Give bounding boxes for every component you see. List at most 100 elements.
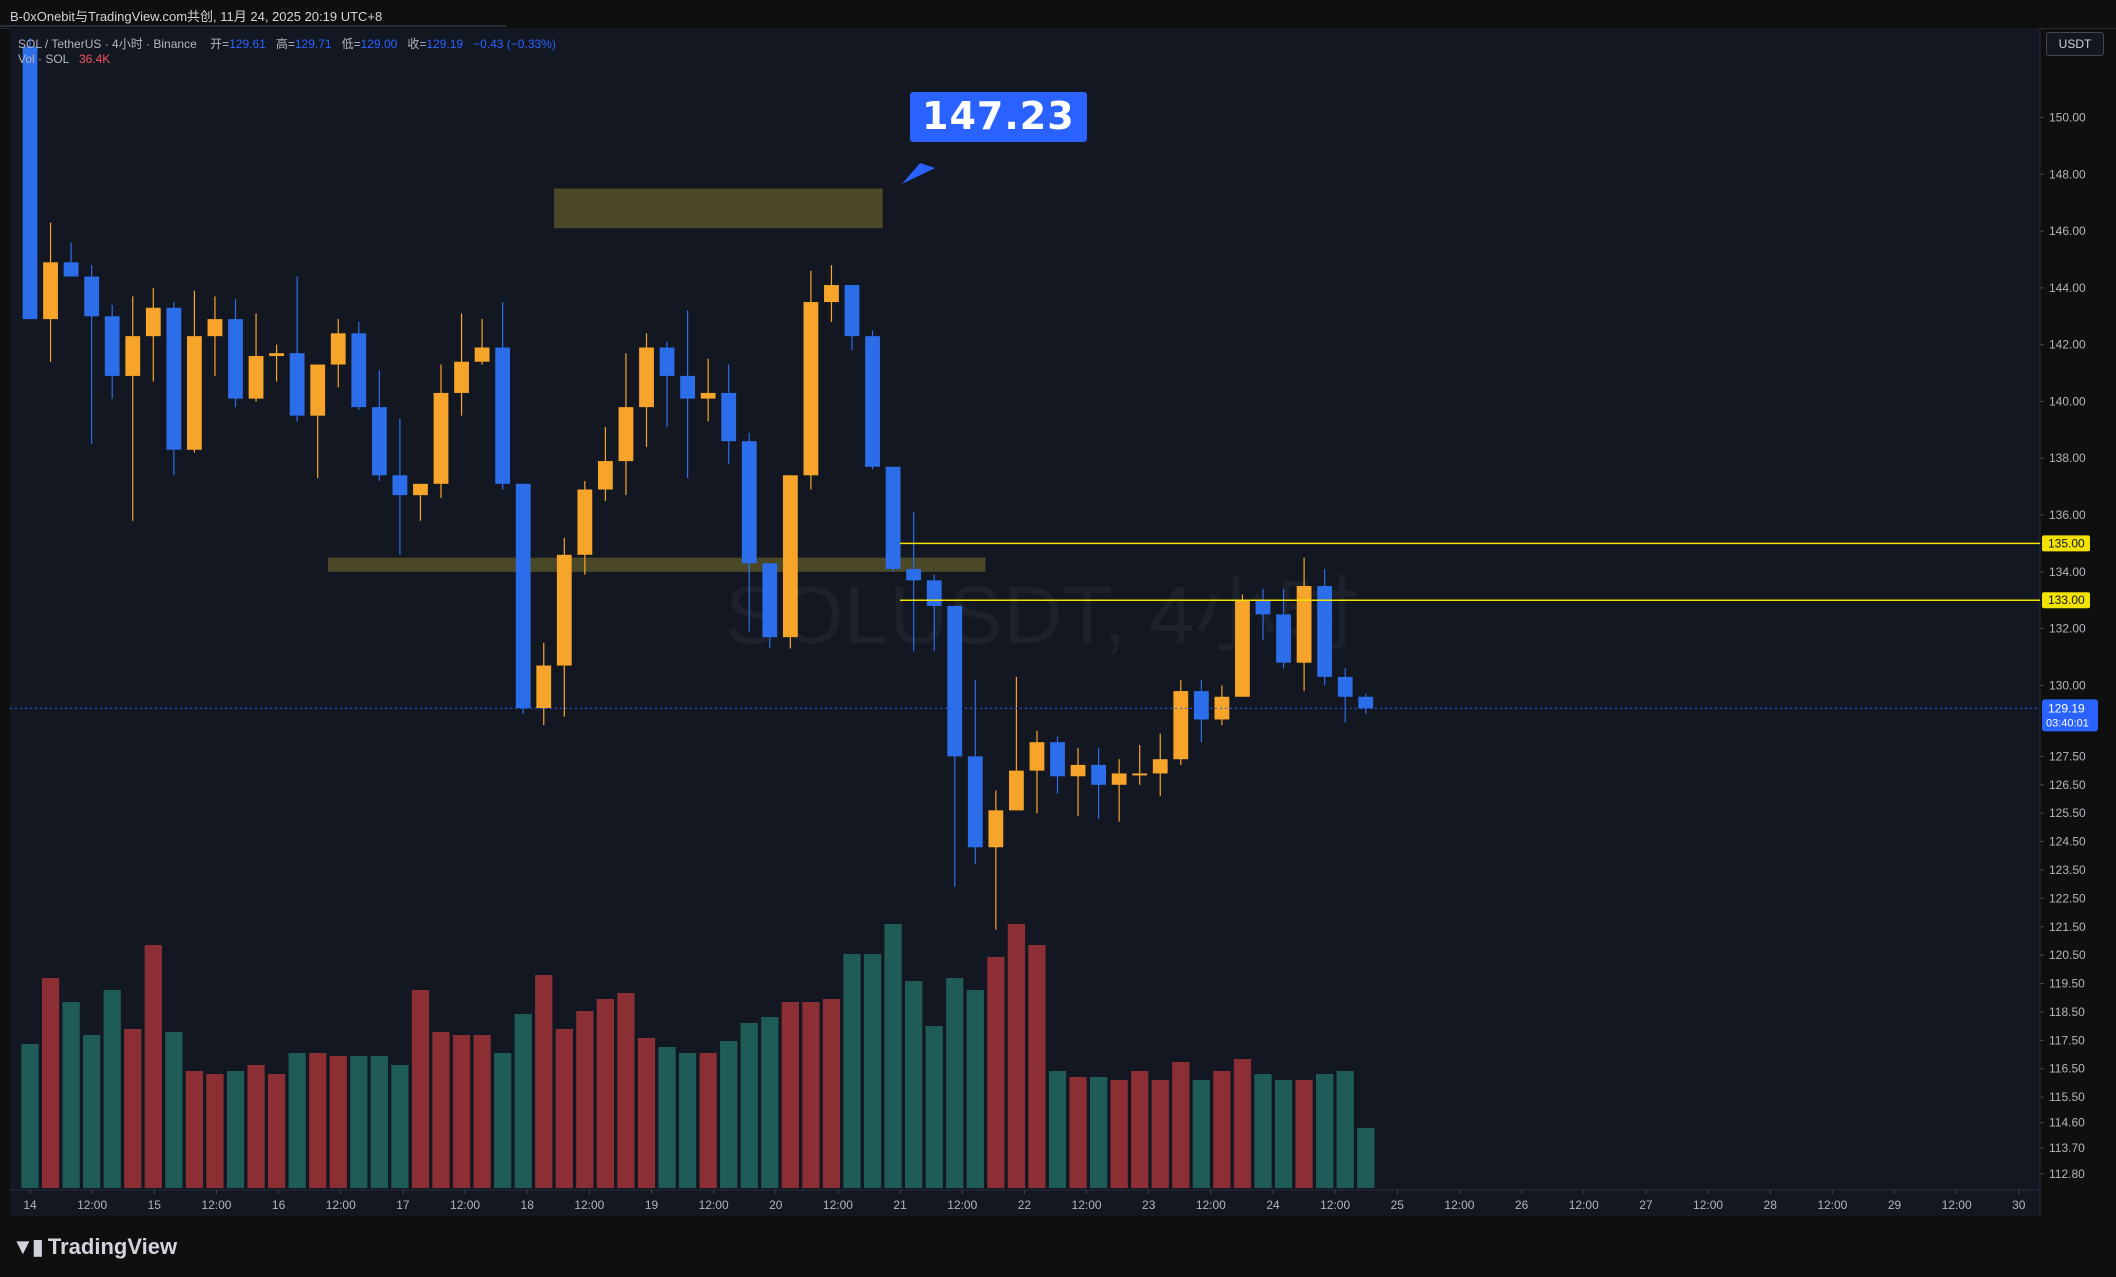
price-chart[interactable]: SOLUSDT, 4小时 150.00148.00146.00144.00142…	[0, 28, 2116, 1216]
candle-body	[413, 483, 428, 496]
candle-body	[269, 353, 284, 357]
volume-bar	[185, 1071, 204, 1188]
candle-body	[906, 568, 922, 581]
volume-bar	[576, 1011, 594, 1188]
candle-body	[556, 554, 572, 666]
level-price-badge[interactable]	[2042, 535, 2090, 552]
callout-pointer	[902, 163, 935, 184]
currency-selector[interactable]: USDT	[2046, 32, 2104, 56]
price-tick-label: 124.50	[2049, 835, 2086, 849]
volume-bar	[1316, 1074, 1334, 1188]
volume-bar	[411, 990, 430, 1188]
volume-bar	[350, 1056, 368, 1188]
volume-bar	[226, 1071, 245, 1188]
volume-bar	[1254, 1074, 1272, 1188]
time-tick-label: 24	[1266, 1198, 1280, 1212]
candle-body	[454, 361, 469, 393]
time-tick-label: 12:00	[1817, 1198, 1847, 1212]
volume-bars	[21, 924, 1375, 1188]
candle-body	[803, 302, 819, 476]
price-axis[interactable]: 150.00 148.00 146.00 144.00 142.00 140.00 138.…	[2040, 111, 2098, 1181]
price-tick-label: 115.50	[2049, 1090, 2085, 1104]
time-axis[interactable]: 14 12:00 15 12:00 16 12:00 17 12:00 18 12:00 19 12:…	[23, 1190, 2026, 1212]
volume-bar	[103, 990, 121, 1188]
volume-label[interactable]: Vol · SOL	[18, 52, 69, 66]
volume-bar	[699, 1053, 717, 1188]
highlight-zone[interactable]	[327, 557, 986, 572]
candle-body	[700, 392, 716, 399]
price-tick-label: 132.00	[2049, 622, 2086, 636]
legend-symbol[interactable]: SOL / TetherUS · 4小时 · Binance	[18, 37, 197, 51]
time-tick-label: 26	[1515, 1198, 1529, 1212]
time-tick-label: 27	[1639, 1198, 1653, 1212]
time-tick-label: 12:00	[699, 1198, 729, 1212]
highlight-zone[interactable]	[554, 188, 883, 229]
price-tick-label: 126.50	[2049, 778, 2086, 792]
volume-bar	[678, 1053, 697, 1188]
price-tick-label: 138.00	[2049, 451, 2086, 465]
legend-close: 129.19	[426, 37, 464, 51]
volume-bar	[863, 954, 882, 1188]
volume-bar	[1295, 1080, 1313, 1188]
candle-body	[474, 347, 490, 362]
time-tick-label: 12:00	[77, 1198, 107, 1212]
time-tick-label: 12:00	[1942, 1198, 1972, 1212]
volume-bar	[21, 1044, 39, 1188]
candle-body	[1173, 691, 1189, 760]
price-tick-label: 134.00	[2049, 565, 2086, 579]
volume-bar	[1151, 1080, 1169, 1188]
level-lines[interactable]	[900, 542, 2040, 601]
volume-bar	[1233, 1059, 1252, 1188]
candle-body	[145, 307, 161, 337]
candle-body	[495, 347, 511, 484]
volume-bar	[41, 978, 60, 1188]
volume-bar	[62, 1002, 80, 1188]
volume-bar	[473, 1035, 491, 1188]
candle-body	[741, 441, 757, 564]
candle-body	[1050, 742, 1065, 777]
candle-body	[248, 356, 264, 399]
volume-bar	[946, 978, 964, 1188]
legend-change: −0.43 (−0.33%)	[473, 37, 556, 51]
last-price-badge[interactable]	[2042, 699, 2098, 732]
volume-bar	[165, 1032, 183, 1188]
volume-bar	[144, 945, 162, 1188]
volume-bar	[658, 1047, 676, 1188]
volume-bar	[966, 990, 984, 1188]
price-tick-label: 121.50	[2049, 920, 2086, 934]
candle-body	[988, 810, 1004, 848]
candle-body	[1193, 691, 1209, 720]
price-tick-label: 117.50	[2049, 1033, 2085, 1047]
candle-body	[1070, 764, 1086, 777]
volume-bar	[1192, 1080, 1210, 1188]
volume-bar	[452, 1035, 471, 1188]
title-bar: B-0xOnebit与TradingView.com共创, 11月 24, 20…	[0, 0, 2116, 29]
price-tick-label: 127.50	[2049, 749, 2086, 763]
candle-body	[762, 563, 778, 638]
candle-body	[310, 364, 326, 416]
volume-bar	[596, 999, 615, 1188]
price-tick-label: 144.00	[2049, 281, 2086, 295]
time-tick-label: 19	[645, 1198, 659, 1212]
candle-body	[228, 319, 243, 399]
level-price-label: 133.00	[2048, 593, 2085, 607]
legend-open-label: 开=	[210, 37, 230, 51]
candle-body	[967, 756, 983, 848]
time-tick-label: 12:00	[1196, 1198, 1226, 1212]
volume-bar	[884, 924, 902, 1188]
level-price-badge[interactable]	[2042, 592, 2090, 609]
candle-body	[1296, 586, 1312, 663]
price-callout[interactable]: 147.23	[910, 92, 1087, 142]
candle-body	[824, 285, 839, 303]
legend-high: 129.71	[294, 37, 332, 51]
time-tick-label: 12:00	[326, 1198, 356, 1212]
time-tick-label: 22	[1018, 1198, 1032, 1212]
volume-bar	[802, 1002, 820, 1188]
time-tick-label: 18	[521, 1198, 535, 1212]
price-tick-label: 119.50	[2049, 977, 2085, 991]
zones	[327, 188, 986, 572]
tradingview-logo[interactable]: ▼▮ TradingView	[12, 1234, 177, 1260]
volume-legend: Vol · SOL 36.4K	[18, 52, 110, 66]
candle-body	[351, 333, 367, 408]
legend-high-label: 高=	[275, 37, 295, 51]
